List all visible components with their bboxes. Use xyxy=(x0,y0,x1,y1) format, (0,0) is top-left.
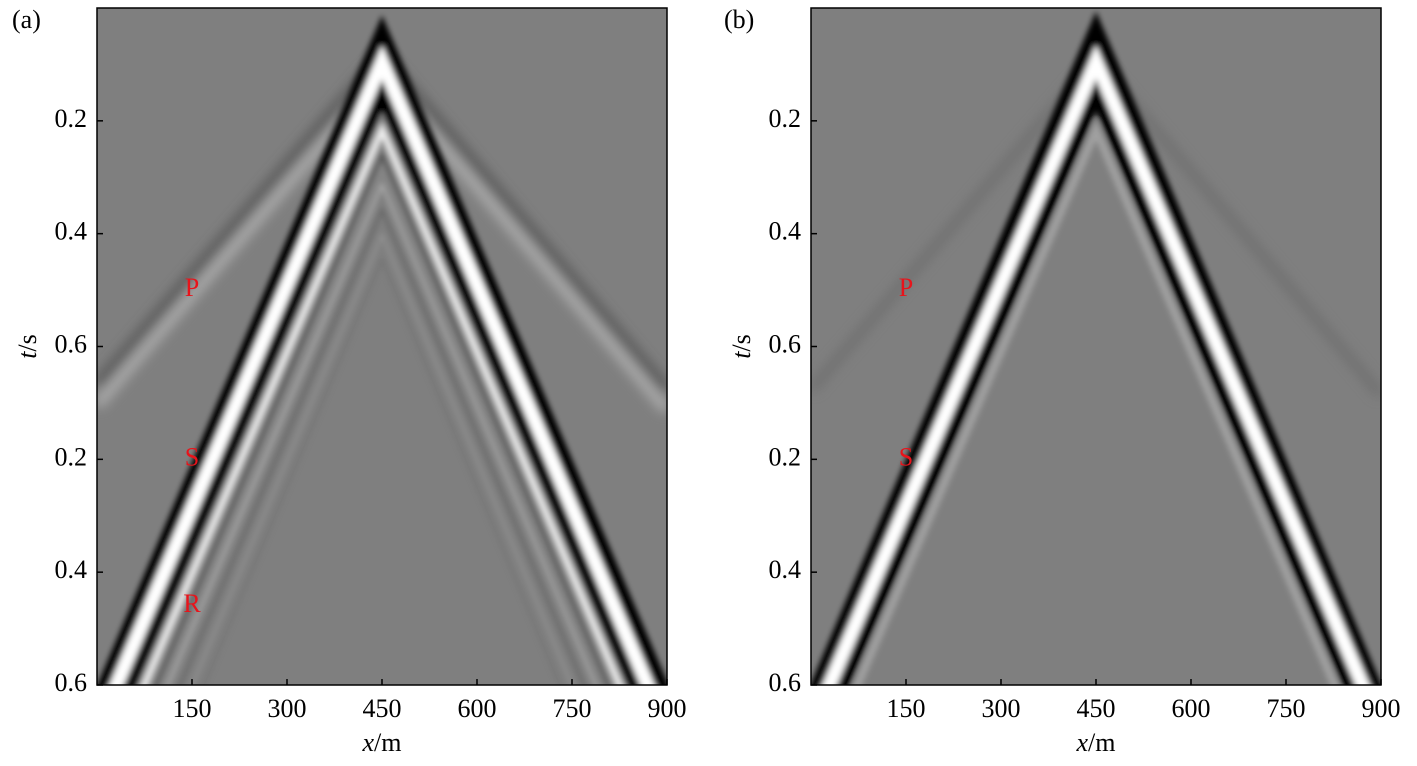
seismic-image xyxy=(811,8,1381,685)
x-axis-label: x/m xyxy=(362,728,402,757)
annotation: R xyxy=(183,589,201,618)
y-tick-label: 0.6 xyxy=(55,329,88,358)
y-axis-label: t/s xyxy=(727,334,756,359)
panel-label: (a) xyxy=(12,5,41,34)
y-tick-label: 0.4 xyxy=(769,555,802,584)
y-axis-unit: /s xyxy=(727,334,756,351)
x-axis-unit: /m xyxy=(1088,728,1115,757)
x-tick-label: 150 xyxy=(887,694,926,723)
x-tick-label: 600 xyxy=(1172,694,1211,723)
y-tick-label: 0.2 xyxy=(55,104,88,133)
panel-label: (b) xyxy=(724,5,754,34)
y-tick-label: 0.4 xyxy=(55,217,88,246)
y-axis-label: t/s xyxy=(13,334,42,359)
y-axis-unit: /s xyxy=(13,334,42,351)
y-tick-label: 0.6 xyxy=(55,668,88,697)
y-tick-label: 0.4 xyxy=(769,217,802,246)
y-tick-label: 0.2 xyxy=(55,442,88,471)
x-tick-label: 750 xyxy=(1267,694,1306,723)
x-tick-label: 600 xyxy=(458,694,497,723)
y-tick-label: 0.6 xyxy=(769,329,802,358)
x-tick-label: 900 xyxy=(1362,694,1401,723)
x-tick-label: 900 xyxy=(648,694,687,723)
y-axis-symbol: t xyxy=(727,351,756,359)
y-tick-label: 0.2 xyxy=(769,104,802,133)
x-axis-symbol: x xyxy=(362,728,375,757)
x-axis-unit: /m xyxy=(374,728,401,757)
x-tick-label: 300 xyxy=(268,694,307,723)
y-tick-label: 0.2 xyxy=(769,442,802,471)
x-tick-label: 150 xyxy=(173,694,212,723)
x-tick-label: 750 xyxy=(553,694,592,723)
y-tick-label: 0.6 xyxy=(769,668,802,697)
annotation: P xyxy=(185,273,199,302)
annotation: P xyxy=(899,273,913,302)
seismic-image xyxy=(97,8,667,685)
y-tick-label: 0.4 xyxy=(55,555,88,584)
y-axis-symbol: t xyxy=(13,351,42,359)
x-tick-label: 300 xyxy=(982,694,1021,723)
x-axis-symbol: x xyxy=(1076,728,1089,757)
x-tick-label: 450 xyxy=(363,694,402,723)
x-tick-label: 450 xyxy=(1077,694,1116,723)
annotation: S xyxy=(899,442,913,471)
x-axis-label: x/m xyxy=(1076,728,1116,757)
annotation: S xyxy=(185,442,199,471)
